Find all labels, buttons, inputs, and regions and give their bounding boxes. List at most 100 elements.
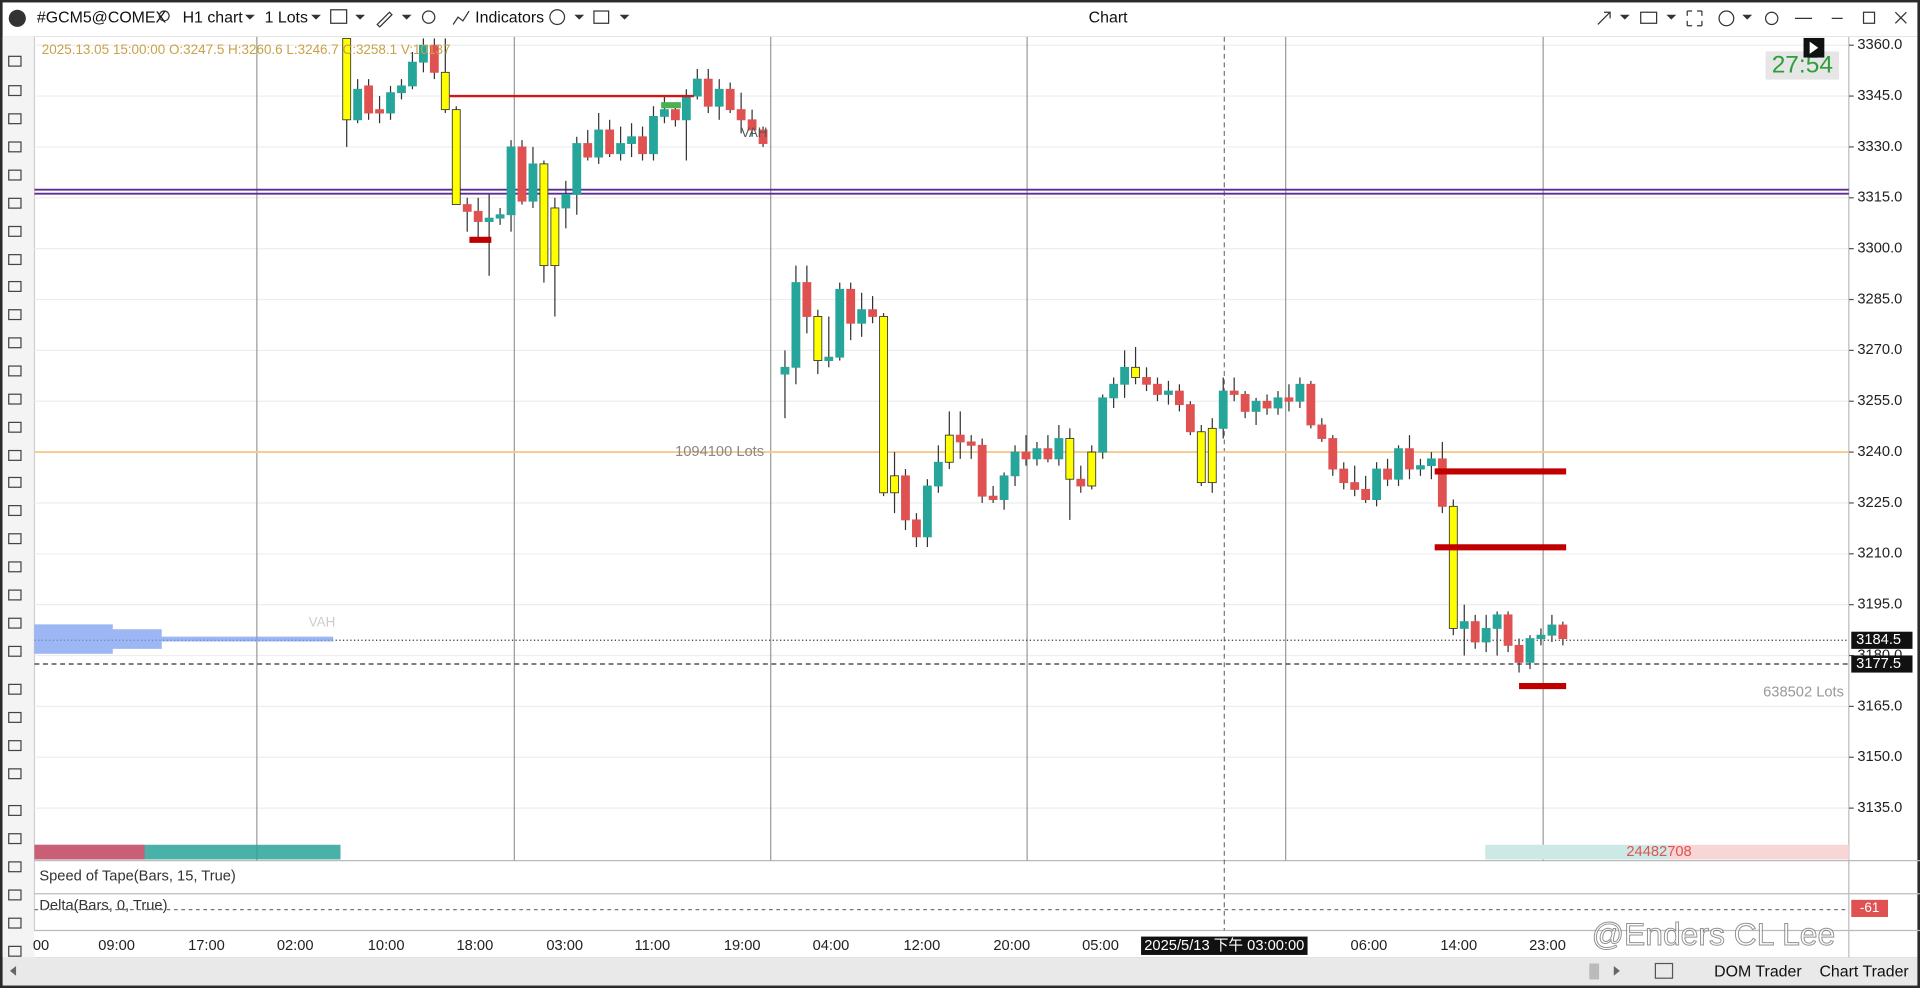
dropdown-arrow[interactable] — [1619, 14, 1630, 20]
tool-icon[interactable] — [8, 861, 22, 873]
candle-body — [747, 119, 757, 131]
tool-icon[interactable] — [8, 833, 22, 845]
tool-icon[interactable] — [8, 85, 22, 97]
link-icon[interactable] — [1597, 11, 1611, 25]
drawing-tools — [8, 55, 22, 957]
tool-icon[interactable] — [8, 804, 22, 816]
tool-icon[interactable] — [8, 683, 22, 695]
lots[interactable]: 1 Lots — [265, 10, 308, 27]
draw-icon[interactable] — [376, 11, 393, 28]
settings-icon[interactable] — [1764, 11, 1779, 26]
tool-icon[interactable] — [8, 645, 22, 657]
candle-body — [1087, 451, 1097, 487]
left-toolbar — [2, 36, 35, 958]
tool-icon[interactable] — [8, 768, 22, 780]
x-tick-label: 14:00 — [1440, 938, 1477, 954]
symbol[interactable]: #GCM5@COMEX — [37, 10, 167, 27]
candle-body — [1558, 624, 1568, 640]
tool-icon[interactable] — [8, 337, 22, 349]
tool-icon[interactable] — [8, 589, 22, 601]
tool-icon[interactable] — [8, 617, 22, 629]
tool-icon[interactable] — [8, 449, 22, 461]
tool-icon[interactable] — [8, 421, 22, 433]
candle-body — [495, 214, 505, 219]
tool-icon[interactable] — [8, 945, 22, 957]
dropdown-arrow[interactable] — [574, 14, 585, 20]
candle-body — [1536, 634, 1546, 640]
y-tick-label: 3255.0 — [1857, 393, 1902, 409]
tool-icon[interactable] — [8, 141, 22, 153]
search-icon[interactable] — [158, 10, 170, 22]
candle-body — [1032, 448, 1042, 460]
x-tick-label: 00 — [33, 938, 49, 954]
candle-body — [813, 316, 823, 361]
candle-body — [944, 434, 954, 463]
candle-body — [1470, 621, 1480, 643]
dropdown-arrow[interactable] — [311, 14, 321, 20]
tool-icon[interactable] — [8, 113, 22, 125]
tool-icon[interactable] — [8, 254, 22, 266]
tool-icon[interactable] — [8, 889, 22, 901]
chart-trader-tab[interactable]: Chart Trader — [1819, 963, 1909, 980]
indicators-button[interactable]: Indicators — [475, 10, 544, 27]
candle-body — [1416, 465, 1425, 470]
x-tick-label: 2025/5/13 下午 03:00:00 — [1144, 937, 1304, 954]
delta-value: -61 — [1860, 900, 1879, 915]
tool-icon[interactable] — [8, 55, 22, 67]
fullscreen-icon[interactable] — [1686, 10, 1703, 27]
candle-body — [649, 115, 658, 155]
app-logo[interactable] — [8, 9, 26, 27]
camera-icon[interactable] — [1640, 11, 1658, 24]
zoom-icon[interactable] — [421, 10, 436, 24]
tool-icon[interactable] — [8, 169, 22, 181]
timeframe[interactable]: H1 chart — [183, 10, 244, 27]
window-icon[interactable] — [593, 10, 610, 24]
tool-icon[interactable] — [8, 393, 22, 405]
circle-icon[interactable] — [1718, 10, 1735, 27]
tool-icon[interactable] — [549, 9, 566, 26]
dom-trader-tab[interactable]: DOM Trader — [1714, 963, 1802, 980]
play-icon — [1809, 41, 1819, 54]
tool-icon[interactable] — [8, 197, 22, 209]
scroll-right[interactable] — [1613, 965, 1620, 976]
candle-body — [364, 85, 374, 114]
maximize-button[interactable] — [1862, 11, 1876, 24]
candle-body — [1547, 624, 1557, 636]
dropdown-arrow[interactable] — [355, 14, 365, 20]
tool-icon[interactable] — [8, 533, 22, 545]
dropdown-arrow[interactable] — [401, 14, 412, 20]
dropdown-arrow[interactable] — [1666, 14, 1677, 20]
price-tag — [1851, 655, 1913, 673]
tool-icon[interactable] — [8, 917, 22, 929]
candle-body — [1131, 366, 1140, 378]
tool-icon[interactable] — [8, 505, 22, 517]
tool-icon[interactable] — [8, 309, 22, 321]
dropdown-arrow[interactable] — [619, 14, 630, 20]
y-tick-label: 3150.0 — [1857, 749, 1902, 765]
close-button[interactable] — [1894, 11, 1907, 24]
tool-icon[interactable] — [8, 740, 22, 752]
calendar-icon[interactable] — [1654, 962, 1674, 979]
indicators-icon[interactable] — [452, 10, 470, 25]
total-volume: 24482708 — [1626, 844, 1691, 860]
candle-body — [572, 143, 582, 195]
dropdown-arrow[interactable] — [245, 14, 255, 20]
candle-body — [901, 475, 910, 521]
tool-icon[interactable] — [8, 711, 22, 723]
scroll-left[interactable] — [9, 965, 17, 976]
tool-icon[interactable] — [8, 476, 22, 488]
candle-body — [473, 210, 483, 222]
template-icon[interactable] — [330, 9, 348, 24]
candle-body — [594, 129, 604, 158]
scroll-thumb[interactable] — [1589, 963, 1600, 980]
dropdown-arrow[interactable] — [1742, 14, 1753, 20]
tool-icon[interactable] — [8, 225, 22, 237]
y-tick-label: 3240.0 — [1857, 444, 1902, 460]
tool-icon[interactable] — [8, 280, 22, 292]
tool-icon[interactable] — [8, 561, 22, 573]
y-tick-label: 3315.0 — [1857, 190, 1902, 206]
candle-body — [780, 366, 790, 375]
x-tick-label: 09:00 — [98, 938, 135, 954]
tool-icon[interactable] — [8, 365, 22, 377]
candle-body — [1459, 621, 1469, 629]
